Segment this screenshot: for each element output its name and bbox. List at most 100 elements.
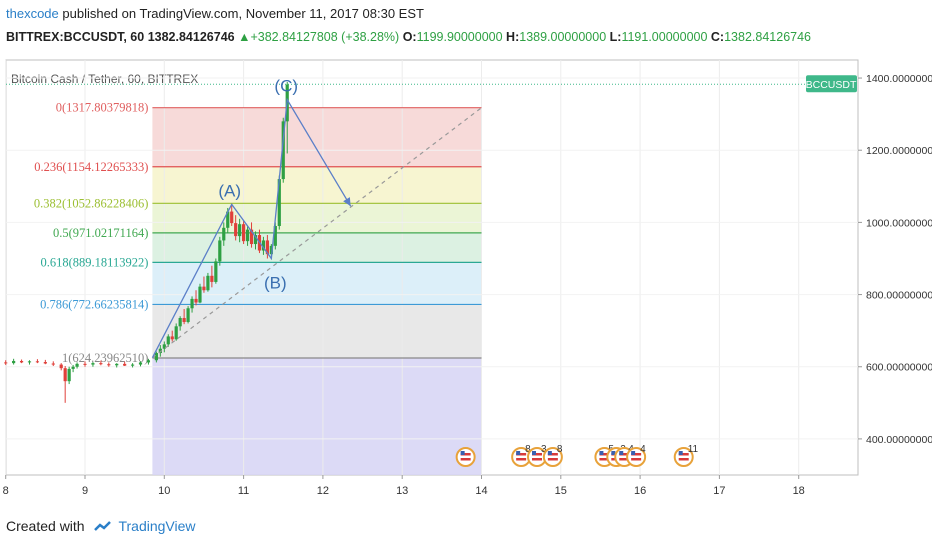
trend-line <box>152 107 482 359</box>
candle-body <box>218 240 222 262</box>
low-label: L: <box>609 30 622 44</box>
tradingview-brand[interactable]: TradingView <box>118 518 196 534</box>
candle-body <box>202 286 206 291</box>
candle-body <box>277 179 281 226</box>
candle-body <box>234 223 238 237</box>
candle-body <box>162 344 166 349</box>
publish-info: thexcode published on TradingView.com, N… <box>6 6 424 21</box>
event-count: 11 <box>688 444 699 455</box>
flag-stripe <box>516 458 527 461</box>
candle-body <box>130 364 135 366</box>
flag-stripe <box>631 453 642 456</box>
flag-stripe <box>599 458 610 461</box>
candle-body <box>174 326 178 340</box>
candle-body <box>186 308 190 322</box>
x-tick-label: 8 <box>3 485 9 497</box>
wave-arrowhead <box>343 197 351 207</box>
flag-canton <box>619 451 624 455</box>
x-tick-label: 11 <box>238 485 249 497</box>
wave-label: (A) <box>218 181 241 200</box>
flag-stripe <box>547 458 558 461</box>
candle-body <box>75 363 79 367</box>
candle-body <box>281 121 285 180</box>
candle-body <box>123 363 127 366</box>
candle-body <box>194 298 198 303</box>
candle-body <box>166 336 170 345</box>
flag-stripe <box>631 458 642 461</box>
flag-stripe <box>516 453 527 456</box>
flag-stripe <box>460 453 471 456</box>
candle-body <box>265 240 269 255</box>
candle-body <box>154 353 158 361</box>
close-value: 1382.84126746 <box>724 30 812 44</box>
candle-body <box>27 361 32 363</box>
flag-canton <box>532 451 537 455</box>
candle-body <box>206 275 210 291</box>
candle-body <box>67 368 71 382</box>
candle-body <box>12 360 16 364</box>
candle-body <box>273 226 277 246</box>
flag-stripe <box>460 458 471 461</box>
candle-body <box>198 286 202 303</box>
price-tag-label: BCCUSDT <box>806 79 857 91</box>
open-label: O: <box>402 30 417 44</box>
symbol-ohlc-line: BITTREX:BCCUSDT, 60 1382.84126746 ▲+382.… <box>6 30 811 44</box>
publish-text: published on TradingView.com, November 1… <box>58 6 424 21</box>
candle-body <box>249 229 254 245</box>
y-tick-label: 400.00000000 <box>866 434 932 446</box>
price-tag <box>806 75 857 93</box>
author-link[interactable]: thexcode <box>6 6 59 21</box>
candle-body <box>253 235 258 245</box>
candle-body <box>245 229 250 242</box>
candle-body <box>71 366 75 369</box>
x-tick-label: 14 <box>475 485 487 497</box>
chart-title: Bitcoin Cash / Tether, 60, BITTREX <box>11 72 198 86</box>
candle-body <box>158 348 162 354</box>
flag-canton <box>611 451 616 455</box>
fib-level-label: 0.382(1052.86228406) <box>34 196 149 210</box>
fib-level-label: 0.618(889.18113922) <box>41 255 149 269</box>
open-value: 1199.90000000 <box>416 30 503 44</box>
fib-zone <box>152 166 482 204</box>
y-tick-label: 800.00000000 <box>866 290 932 302</box>
candle-body <box>226 211 230 228</box>
fib-level-label: 1(624.23962510) <box>62 351 148 365</box>
high-label: H: <box>506 30 520 44</box>
flag-canton <box>599 451 604 455</box>
fib-zone <box>152 304 482 358</box>
candle-body <box>107 364 111 366</box>
candle-body <box>261 240 266 251</box>
candle-body <box>83 363 87 365</box>
candle-body <box>59 364 63 369</box>
x-tick-label: 18 <box>793 485 805 497</box>
candle-body <box>43 362 47 364</box>
flag-stripe <box>532 458 543 461</box>
x-tick-label: 17 <box>713 485 725 497</box>
x-tick-label: 10 <box>158 485 170 497</box>
up-arrow-icon: ▲ <box>238 30 251 44</box>
flag-canton <box>678 451 683 455</box>
candle-body <box>35 361 40 363</box>
symbol-label: BITTREX:BCCUSDT, 60 <box>6 30 145 44</box>
x-tick-label: 13 <box>396 485 408 497</box>
candle-body <box>51 363 55 365</box>
candle-body <box>4 362 8 364</box>
candle-body <box>170 336 174 340</box>
fib-zone <box>152 107 482 167</box>
fib-level-label: 0(1317.80379818) <box>56 101 149 115</box>
created-with-label: Created with <box>6 518 85 534</box>
candle-body <box>242 224 246 242</box>
candle-body <box>210 275 214 282</box>
candle-body <box>182 318 186 322</box>
wave-label: (B) <box>264 273 287 292</box>
y-tick-label: 1400.00000000 <box>866 73 932 85</box>
flag-stripe <box>547 453 558 456</box>
y-tick-label: 1000.00000000 <box>866 217 932 229</box>
high-value: 1389.00000000 <box>519 30 607 44</box>
candle-body <box>178 318 182 327</box>
event-count: 3 <box>541 444 547 455</box>
x-tick-label: 12 <box>317 485 329 497</box>
y-tick-label: 1200.00000000 <box>866 145 932 157</box>
event-count: 8 <box>557 444 563 455</box>
